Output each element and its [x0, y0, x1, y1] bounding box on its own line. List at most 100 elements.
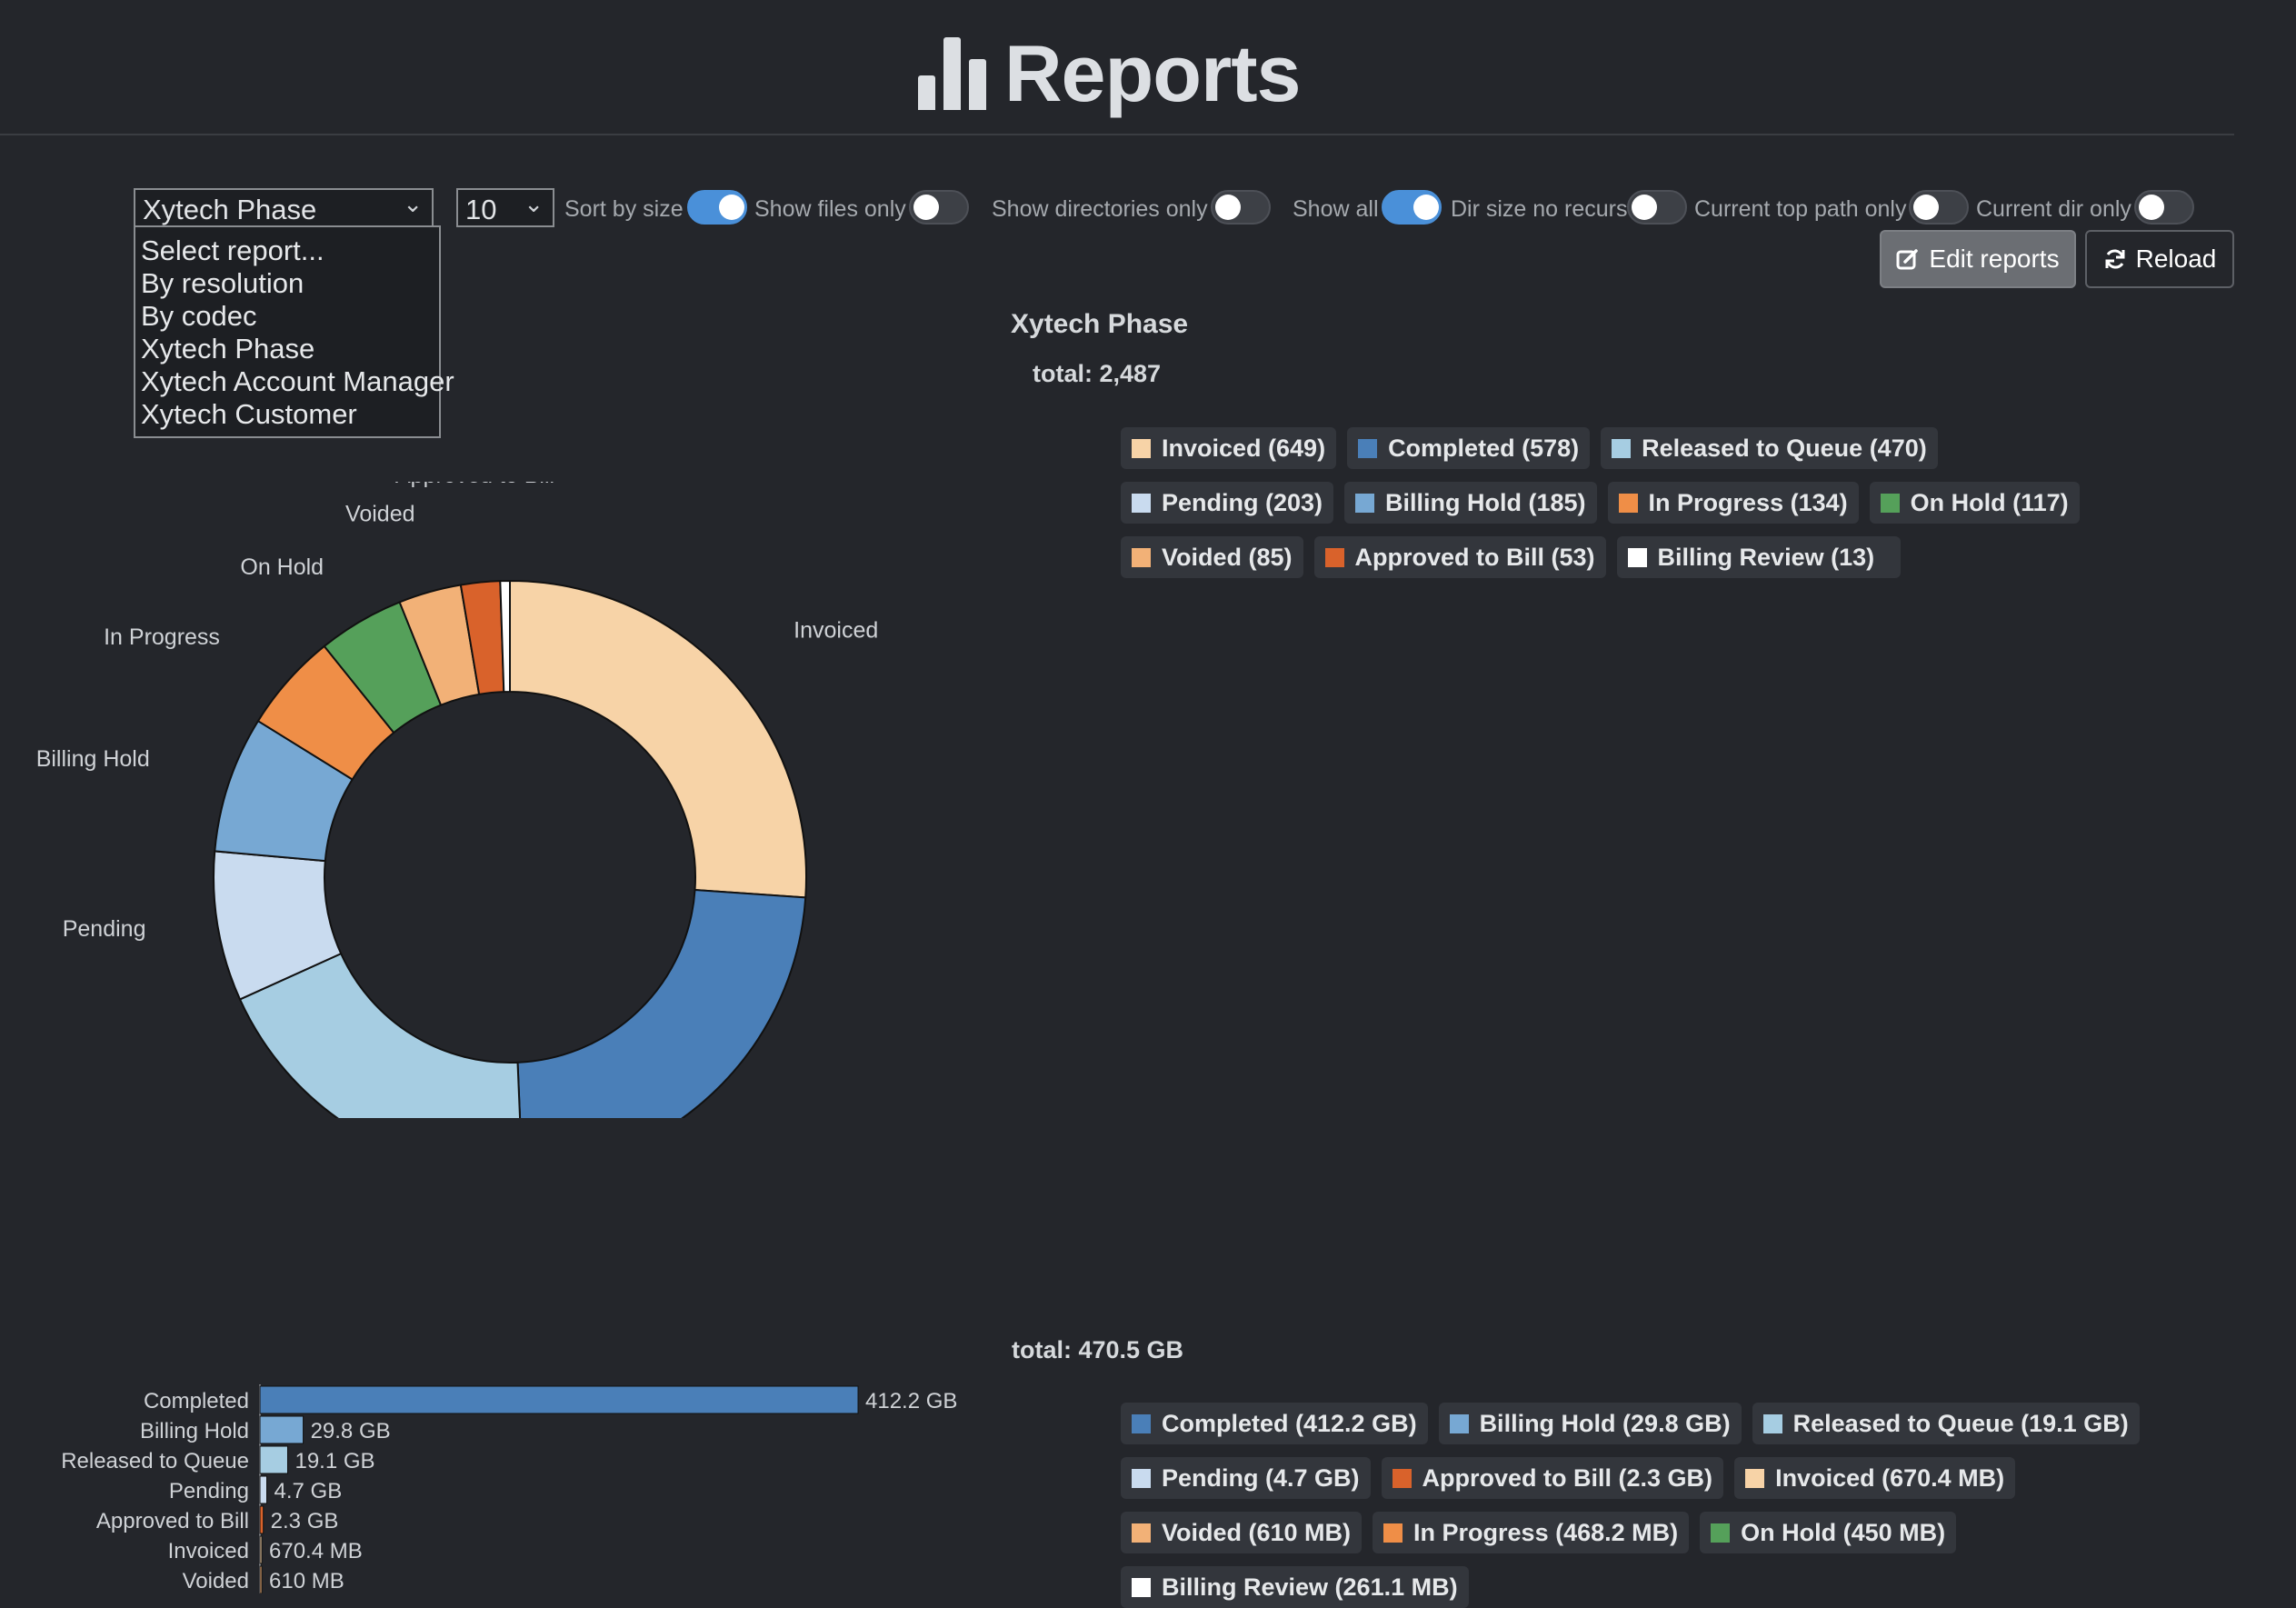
size-legend: Completed (412.2 GB) Billing Hold (29.8 G… [1121, 1403, 2230, 1608]
bar-category-label: Voided [183, 1569, 249, 1593]
legend-label: On Hold (117) [1911, 489, 2069, 517]
toggle-knob [719, 195, 744, 220]
legend-item[interactable]: On Hold (450 MB) [1700, 1512, 1956, 1553]
donut-label: Invoiced [794, 618, 878, 644]
legend-item[interactable]: Approved to Bill (53) [1314, 536, 1606, 578]
donut-slice[interactable] [518, 890, 806, 1118]
current-dir-only-label: Current dir only [1976, 196, 2131, 223]
report-select[interactable]: Xytech Phase ⌄ [134, 188, 434, 227]
legend-swatch [1132, 1578, 1151, 1597]
current-dir-only-toggle[interactable] [2134, 190, 2194, 225]
legend-item[interactable]: Pending (4.7 GB) [1121, 1457, 1371, 1499]
edit-reports-label: Edit reports [1929, 245, 2059, 274]
sort-by-size-label: Sort by size [564, 196, 684, 223]
report-option[interactable]: By resolution [141, 267, 434, 300]
reload-label: Reload [2136, 245, 2217, 274]
legend-item[interactable]: Approved to Bill (2.3 GB) [1382, 1457, 1724, 1499]
show-directories-only-label: Show directories only [992, 196, 1208, 223]
show-files-only-toggle[interactable] [909, 190, 969, 225]
donut-label: In Progress [104, 624, 220, 650]
show-all-label: Show all [1293, 196, 1379, 223]
legend-item[interactable]: Completed (578) [1347, 427, 1590, 469]
legend-label: Pending (4.7 GB) [1162, 1464, 1360, 1493]
chevron-down-icon: ⌄ [403, 190, 423, 218]
report-option[interactable]: Xytech Phase [141, 333, 434, 365]
legend-item[interactable]: Invoiced (670.4 MB) [1734, 1457, 2015, 1499]
bar-category-label: Billing Hold [140, 1419, 249, 1443]
report-title: Xytech Phase [1011, 309, 1188, 340]
legend-swatch [1881, 494, 1900, 513]
bar[interactable] [260, 1566, 262, 1593]
reload-icon [2103, 247, 2127, 271]
report-select-value: Xytech Phase [143, 194, 316, 226]
legend-item[interactable]: Voided (85) [1121, 536, 1303, 578]
bar[interactable] [260, 1506, 264, 1533]
bar-value-label: 29.8 GB [311, 1419, 391, 1443]
legend-item[interactable]: Billing Hold (29.8 GB) [1439, 1403, 1742, 1444]
legend-item[interactable]: Billing Review (261.1 MB) [1121, 1566, 1469, 1608]
legend-label: Billing Hold (29.8 GB) [1480, 1410, 1731, 1438]
show-all-toggle[interactable] [1382, 190, 1442, 225]
bar-value-label: 4.7 GB [275, 1479, 343, 1503]
reload-button[interactable]: Reload [2085, 230, 2234, 288]
bar[interactable] [260, 1446, 287, 1473]
report-option[interactable]: Select report... [141, 235, 434, 267]
legend-swatch [1450, 1414, 1469, 1433]
legend-swatch [1132, 439, 1151, 458]
legend-item[interactable]: In Progress (134) [1608, 482, 1859, 524]
count-select[interactable]: 10 ⌄ [456, 188, 554, 227]
bar-category-label: Released to Queue [61, 1449, 249, 1473]
donut-label: Approved to Bill [395, 482, 554, 488]
toggle-knob [1913, 195, 1939, 220]
legend-swatch [1628, 548, 1647, 567]
donut-label: Voided [345, 501, 414, 526]
show-directories-only-toggle[interactable] [1211, 190, 1271, 225]
legend-label: In Progress (134) [1649, 489, 1848, 517]
dir-size-no-recurs-toggle[interactable] [1627, 190, 1687, 225]
report-option[interactable]: Xytech Customer [141, 398, 434, 431]
legend-label: Invoiced (649) [1162, 434, 1325, 463]
legend-item[interactable]: Voided (610 MB) [1121, 1512, 1362, 1553]
dir-size-no-recurs-label: Dir size no recurs [1451, 196, 1628, 223]
legend-label: Approved to Bill (2.3 GB) [1423, 1464, 1713, 1493]
legend-label: In Progress (468.2 MB) [1413, 1519, 1678, 1547]
legend-label: Approved to Bill (53) [1355, 544, 1595, 572]
count-legend: Invoiced (649) Completed (578) Released to… [1121, 427, 2139, 578]
bar[interactable] [260, 1476, 267, 1503]
legend-swatch [1358, 439, 1377, 458]
legend-swatch [1355, 494, 1374, 513]
donut-label: On Hold [240, 554, 324, 580]
count-select-value: 10 [465, 194, 496, 226]
legend-swatch [1132, 1469, 1151, 1488]
legend-swatch [1132, 1414, 1151, 1433]
bar-value-label: 610 MB [269, 1569, 344, 1593]
legend-label: Billing Hold (185) [1385, 489, 1586, 517]
legend-item[interactable]: Pending (203) [1121, 482, 1333, 524]
current-top-path-only-toggle[interactable] [1909, 190, 1969, 225]
sort-by-size-toggle[interactable] [687, 190, 747, 225]
legend-item[interactable]: Completed (412.2 GB) [1121, 1403, 1428, 1444]
legend-item[interactable]: Billing Hold (185) [1344, 482, 1597, 524]
legend-item[interactable]: Billing Review (13) [1617, 536, 1901, 578]
bar[interactable] [260, 1536, 262, 1563]
edit-reports-button[interactable]: Edit reports [1880, 230, 2076, 288]
report-option[interactable]: By codec [141, 300, 434, 333]
legend-swatch [1612, 439, 1631, 458]
donut-slice[interactable] [510, 581, 806, 897]
bar-category-label: Completed [144, 1389, 249, 1413]
toggle-knob [1413, 195, 1439, 220]
bar-value-label: 2.3 GB [271, 1509, 339, 1533]
bar[interactable] [260, 1416, 304, 1443]
legend-label: Voided (85) [1162, 544, 1293, 572]
legend-item[interactable]: Released to Queue (19.1 GB) [1752, 1403, 2140, 1444]
toggle-knob [2139, 195, 2164, 220]
legend-item[interactable]: Released to Queue (470) [1601, 427, 1938, 469]
page-header: Reports [0, 0, 2234, 135]
legend-swatch [1393, 1469, 1412, 1488]
bar-chart-icon [918, 37, 986, 110]
legend-item[interactable]: On Hold (117) [1870, 482, 2080, 524]
report-option[interactable]: Xytech Account Manager [141, 365, 434, 398]
legend-item[interactable]: In Progress (468.2 MB) [1373, 1512, 1689, 1553]
bar[interactable] [260, 1386, 858, 1413]
legend-item[interactable]: Invoiced (649) [1121, 427, 1336, 469]
